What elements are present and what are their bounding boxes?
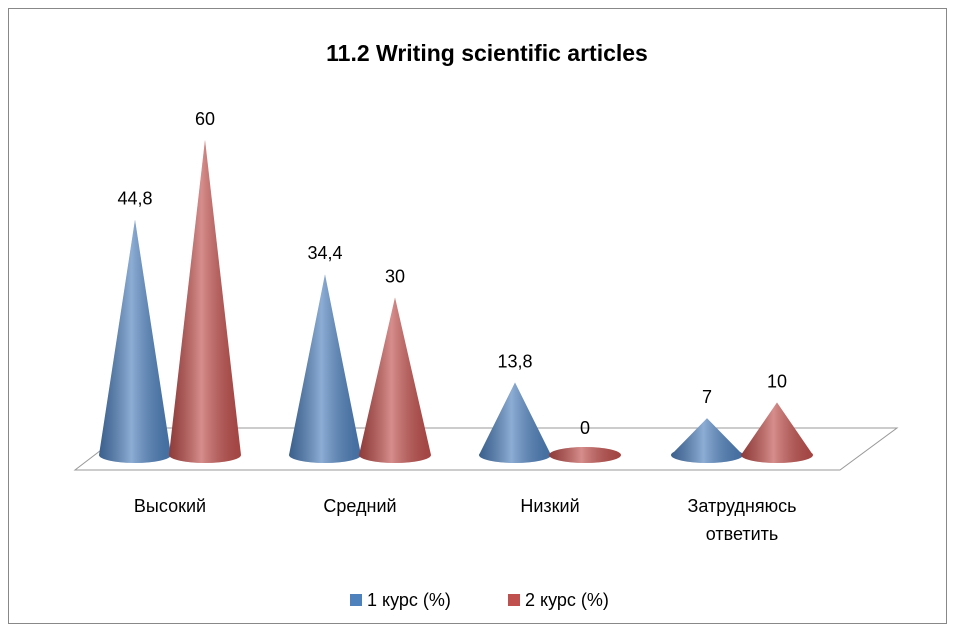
data-label: 34,4 <box>307 243 342 263</box>
data-label: 30 <box>385 266 405 286</box>
cone-shade <box>99 219 171 463</box>
legend-label: 1 курс (%) <box>367 590 451 610</box>
x-tick-label: Низкий <box>520 496 580 516</box>
x-tick-label: Средний <box>323 496 397 516</box>
chart-border <box>8 8 947 624</box>
data-label: 44,8 <box>117 189 152 209</box>
cone-shade <box>479 382 551 463</box>
cone-shade <box>359 297 431 463</box>
x-tick-label: Затрудняюсь ответить <box>687 496 797 544</box>
cone-shade <box>169 140 241 463</box>
cone-shade <box>741 402 813 463</box>
cone-shade <box>671 418 743 463</box>
legend-swatch <box>508 594 520 606</box>
data-label: 7 <box>702 387 712 407</box>
cone-shade <box>289 274 361 463</box>
data-label: 10 <box>767 371 787 391</box>
data-label: 13,8 <box>497 351 532 371</box>
chart-title: 11.2 Writing scientific articles <box>326 40 648 66</box>
legend-swatch <box>350 594 362 606</box>
data-label: 60 <box>195 109 215 129</box>
cone-shade <box>549 447 621 463</box>
x-tick-label: Высокий <box>133 496 207 516</box>
legend-label: 2 курс (%) <box>525 590 609 610</box>
data-label: 0 <box>580 418 590 438</box>
